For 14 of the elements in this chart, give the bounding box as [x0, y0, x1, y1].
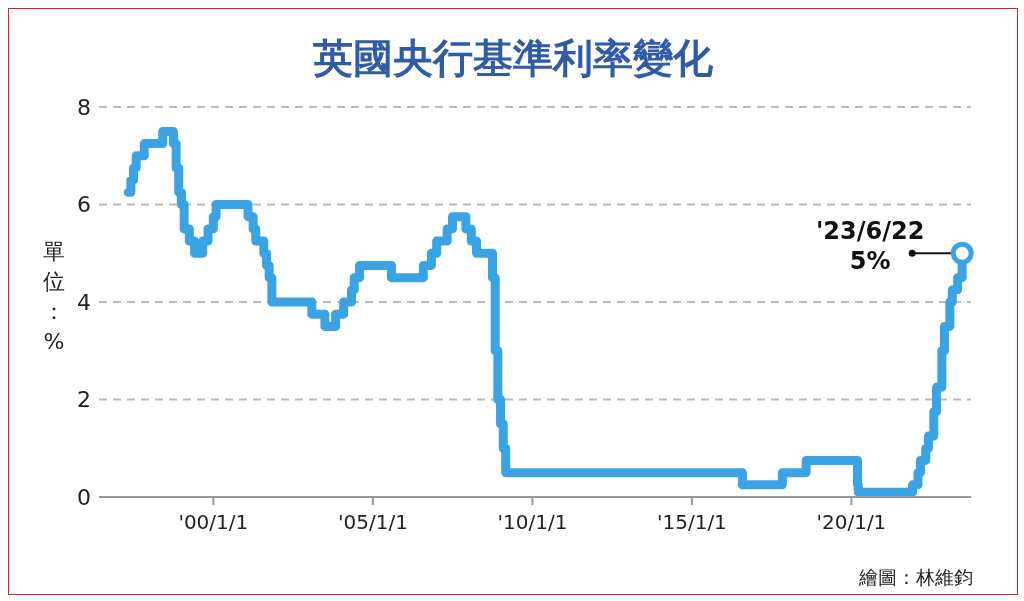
x-tick-label: '00/1/1: [178, 510, 249, 535]
text: 繪圖：林維鈞: [859, 565, 973, 590]
y-tick-label: 6: [77, 192, 91, 218]
y-axis-title: 單位：%: [42, 238, 66, 356]
y-tick-label: 8: [77, 94, 91, 120]
y-tick-label: 0: [77, 484, 91, 510]
x-tick-label: '15/1/1: [656, 510, 727, 535]
y-tick-label: 4: [77, 289, 91, 315]
y-tick-label: 2: [77, 387, 91, 413]
annotation: '23/6/22 5%: [815, 217, 925, 276]
chart-title: 英國央行基準利率變化: [312, 34, 714, 83]
x-tick-label: '20/1/1: [816, 510, 887, 535]
x-tick-label: '05/1/1: [337, 510, 408, 535]
x-tick-label: '10/1/1: [497, 510, 568, 535]
